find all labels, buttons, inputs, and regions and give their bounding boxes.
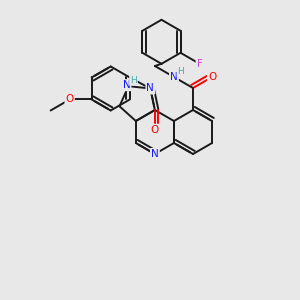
Text: N: N xyxy=(170,72,178,82)
Text: N: N xyxy=(151,149,159,159)
Text: H: H xyxy=(130,76,137,85)
Text: N: N xyxy=(123,80,130,90)
Text: H: H xyxy=(178,68,184,76)
Text: O: O xyxy=(151,125,159,135)
Text: O: O xyxy=(65,94,74,104)
Text: N: N xyxy=(146,83,154,94)
Text: O: O xyxy=(208,72,216,82)
Text: F: F xyxy=(197,59,203,69)
